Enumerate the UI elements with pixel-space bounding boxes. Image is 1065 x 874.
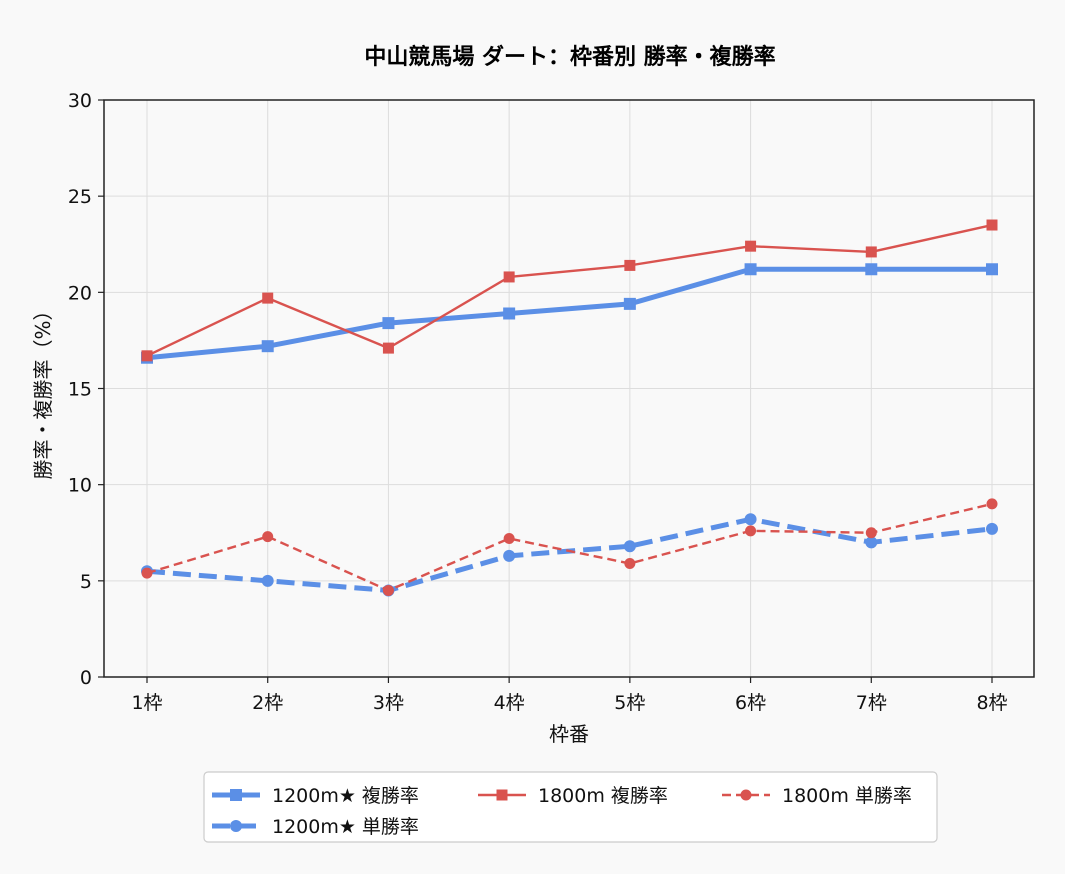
data-point [503,533,515,545]
series-3 [141,219,998,362]
x-tick-label: 6枠 [735,692,766,714]
y-tick-label: 30 [68,90,92,112]
legend-item: 1800m 単勝率 [722,785,912,807]
data-point [261,574,274,587]
y-tick-label: 20 [68,282,92,304]
series-line [146,516,993,593]
data-point [986,219,998,231]
data-point [261,340,274,353]
series-1 [141,263,998,364]
x-tick-label: 2枠 [252,692,283,714]
series-line [146,266,992,361]
chart-title: 中山競馬場 ダート：枠番別 勝率・複勝率 [364,44,775,70]
data-point [382,584,394,596]
legend-label: 1200m★ 単勝率 [272,816,419,838]
series-group [141,219,998,597]
data-point [262,292,274,304]
data-point [744,263,757,276]
legend-item: 1200m★ 単勝率 [212,816,419,838]
y-tick-label: 15 [68,379,92,401]
legend-item: 1200m★ 複勝率 [212,785,419,807]
x-tick-label: 1枠 [131,692,162,714]
data-point [503,307,516,320]
data-point [745,525,757,537]
legend-marker [230,820,242,832]
data-point [986,522,998,535]
y-tick-label: 10 [68,475,92,497]
data-point [623,297,636,310]
y-tick-label: 0 [80,667,92,689]
data-point [503,271,515,283]
y-tick-label: 25 [68,186,92,208]
data-point [865,246,877,258]
x-axis-label: 枠番 [549,722,589,746]
data-point [986,263,998,276]
x-tick-label: 4枠 [494,692,525,714]
data-point [623,540,636,553]
data-point [262,531,274,543]
legend-marker [230,789,242,801]
data-point [986,498,998,510]
data-point [624,558,636,570]
x-tick-label: 3枠 [373,692,404,714]
data-point [745,240,757,252]
x-tick-label: 7枠 [856,692,887,714]
data-point [382,342,394,354]
legend-label: 1200m★ 複勝率 [272,785,419,807]
data-point [865,263,878,276]
x-tick-label: 8枠 [976,692,1007,714]
series-line [146,502,993,592]
x-tick-label: 5枠 [614,692,645,714]
legend-label: 1800m 単勝率 [782,785,912,807]
data-point [503,549,516,562]
series-line [146,223,993,357]
data-point [141,567,153,579]
series-2 [141,513,998,597]
legend-frame [203,771,938,843]
data-point [744,513,757,526]
series-4 [141,498,998,596]
data-point [865,536,878,549]
legend-marker [496,789,508,801]
y-tick-label: 5 [80,571,92,593]
grid [104,99,1034,678]
data-point [865,527,877,539]
data-point [382,317,395,330]
data-point [624,259,636,271]
legend-label: 1800m 複勝率 [538,785,668,807]
legend-marker [740,789,752,801]
y-axis: 0 5 10 15 20 25 30 [68,90,104,689]
legend-item: 1800m 複勝率 [478,785,668,807]
data-point [141,350,153,362]
x-axis: 1枠 2枠 3枠 4枠 5枠 6枠 7枠 8枠 [131,677,1008,714]
legend: 1200m★ 複勝率 1200m★ 単勝率 1800m 複勝率 1800m 単勝率 [203,771,938,843]
y-axis-label: 勝率・複勝率（%） [31,300,55,479]
